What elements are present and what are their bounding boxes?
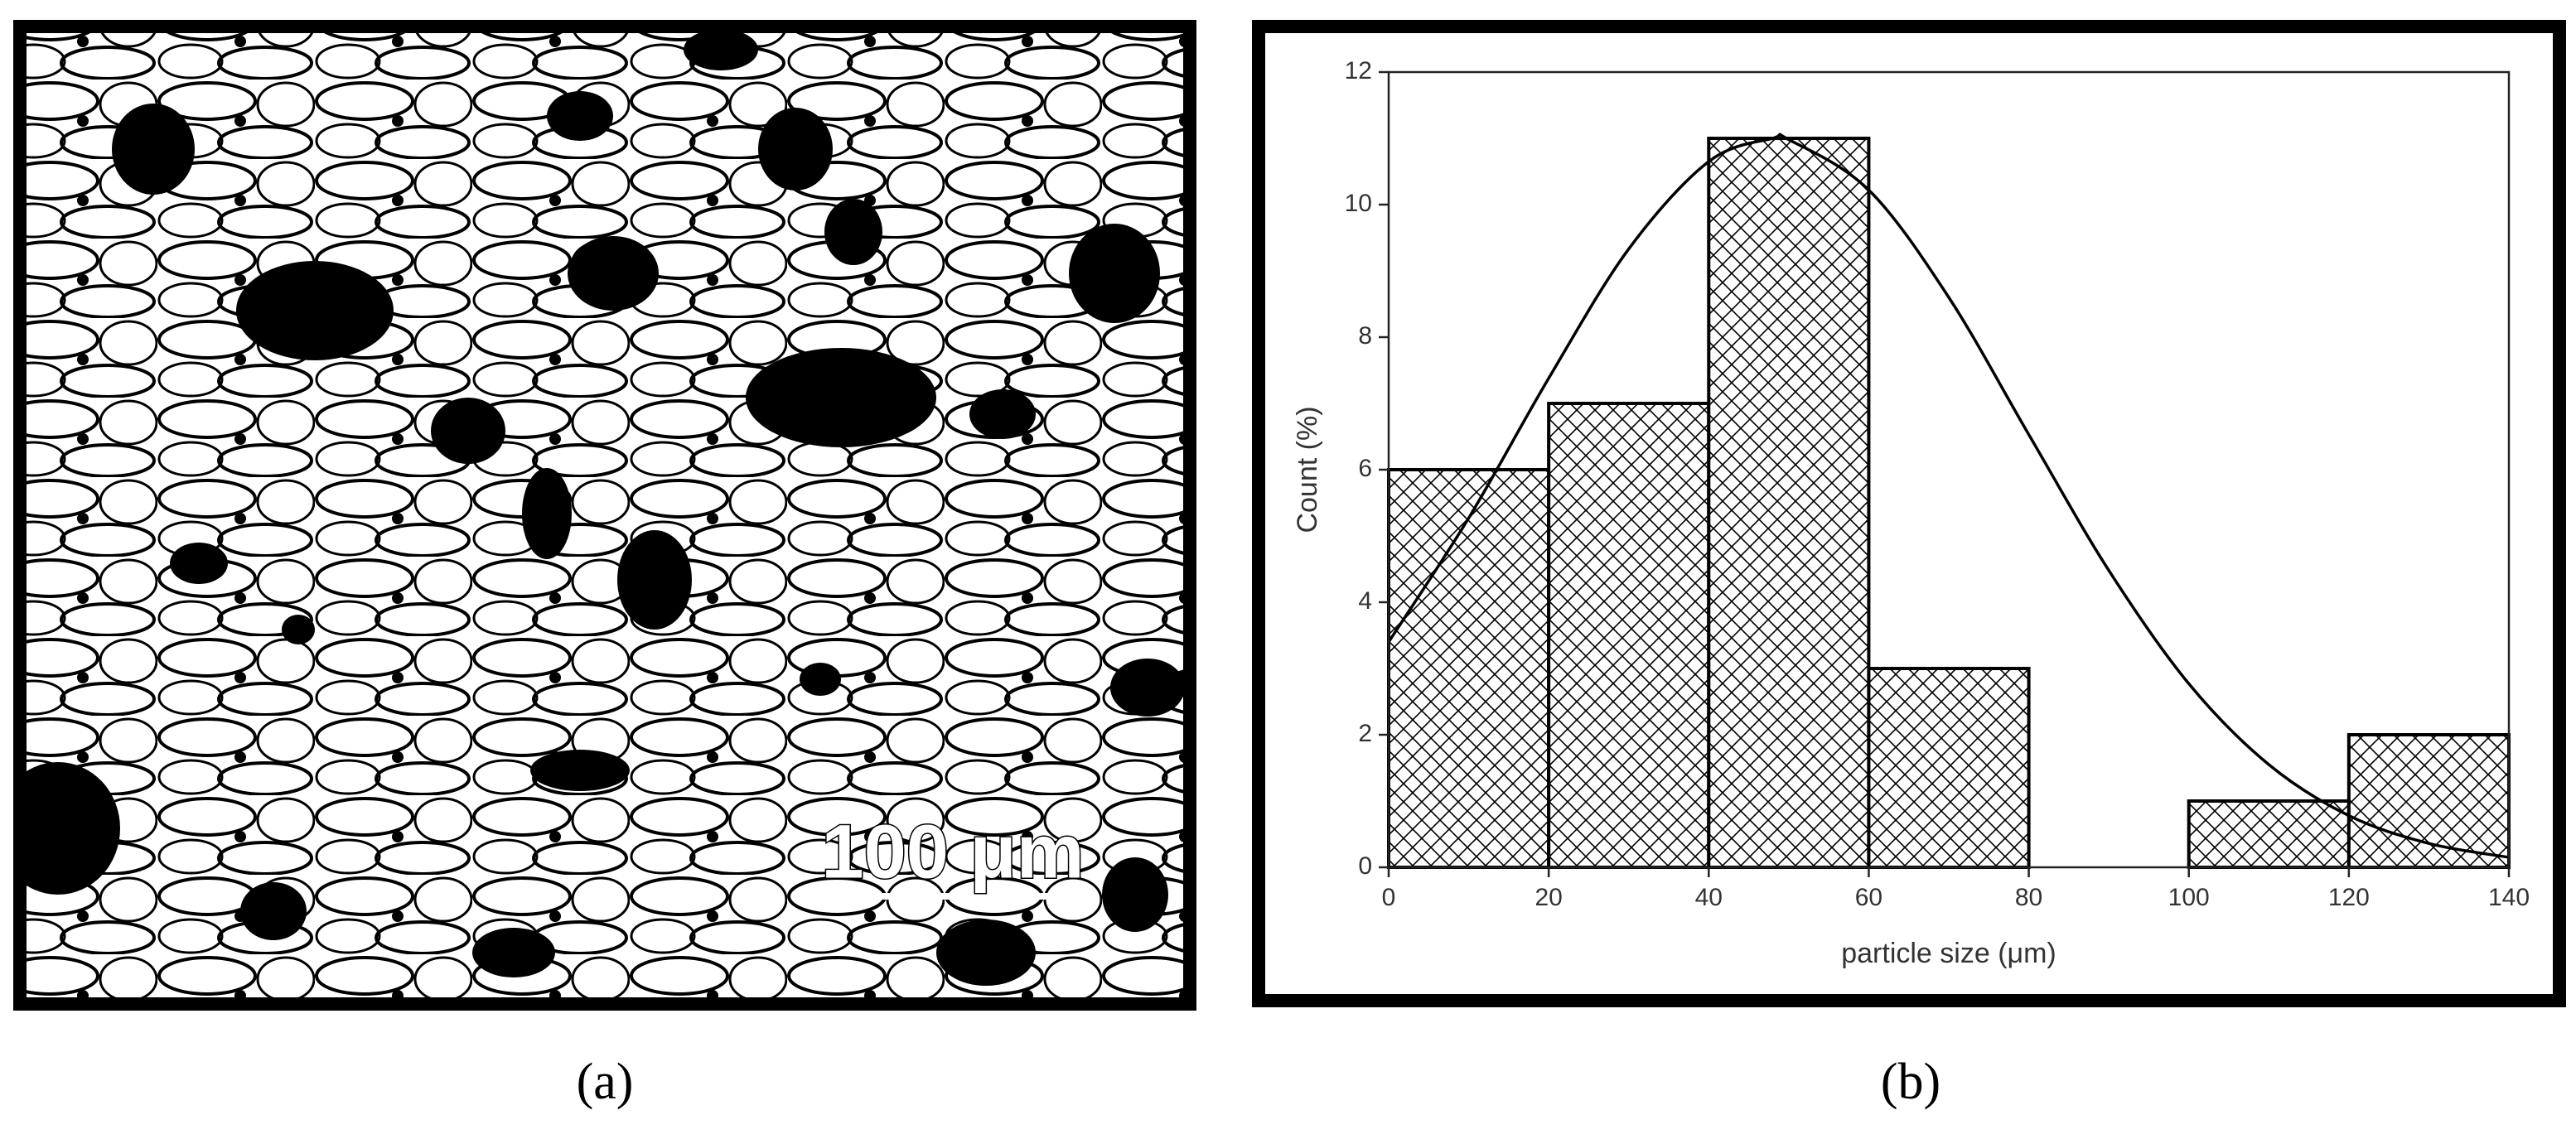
caption: (b) xyxy=(1881,1054,1940,1110)
panel-frame xyxy=(13,20,1196,1011)
x-tick-label: 100 xyxy=(2168,884,2210,911)
x-tick-label: 20 xyxy=(1534,884,1562,911)
x-tick-label: 120 xyxy=(2328,884,2370,911)
x-tick-label: 60 xyxy=(1855,884,1882,911)
x-tick-label: 140 xyxy=(2488,884,2530,911)
x-tick-label: 80 xyxy=(2015,884,2042,911)
y-tick-label: 12 xyxy=(1345,57,1372,84)
x-axis-label: particle size (μm) xyxy=(1841,938,2056,969)
x-tick-label: 40 xyxy=(1695,884,1723,911)
y-tick-label: 10 xyxy=(1345,190,1372,217)
fit-curve xyxy=(1387,133,2510,859)
y-tick-label: 0 xyxy=(1358,852,1372,880)
x-tick-label: 0 xyxy=(1382,884,1396,911)
bar xyxy=(2346,733,2511,869)
micrograph: 100 μm xyxy=(27,33,1183,997)
bar xyxy=(1867,667,2031,869)
caption: (a) xyxy=(577,1054,634,1110)
bar xyxy=(1547,402,1711,869)
bar xyxy=(2187,799,2351,869)
y-tick-label: 4 xyxy=(1358,587,1372,615)
scale-bar-label: 100 μm xyxy=(821,809,1084,894)
y-tick-label: 6 xyxy=(1358,455,1372,482)
bar xyxy=(1707,137,1871,869)
y-tick-label: 2 xyxy=(1358,720,1372,747)
y-tick-label: 8 xyxy=(1358,322,1372,350)
y-axis-label: Count (%) xyxy=(1292,406,1323,533)
bar xyxy=(1387,468,1551,869)
